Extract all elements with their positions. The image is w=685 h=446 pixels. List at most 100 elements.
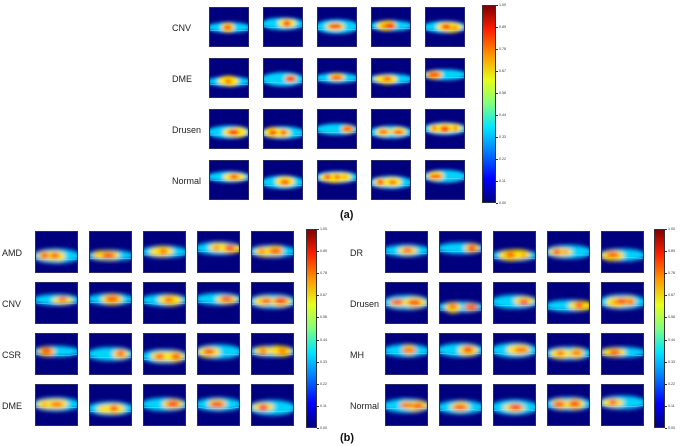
colorbar-tick-mark	[665, 273, 667, 274]
colorbar-tick-mark	[665, 428, 667, 429]
colorbar-tick-mark	[496, 93, 498, 94]
colorbar-tick-mark	[317, 339, 319, 341]
heatmap-tile	[197, 333, 240, 375]
colorbar-tick-mark	[317, 428, 319, 429]
colorbar-tick-label: 0.44	[320, 337, 327, 342]
colorbar-tick-mark	[317, 405, 319, 407]
heatmap-tile	[251, 333, 294, 375]
colorbar-tick-label: 1.00	[499, 3, 506, 7]
colorbar-tick-mark	[496, 71, 498, 72]
heatmap-tile	[493, 282, 536, 324]
heatmap-tile	[547, 333, 590, 375]
colorbar-tick-label: 0.89	[320, 249, 327, 254]
heatmap-tile	[371, 58, 411, 98]
colorbar-tick-label: 1.00	[668, 227, 675, 231]
heatmap-tile	[547, 384, 590, 426]
colorbar-tick-mark	[665, 251, 667, 252]
colorbar-tick-mark	[496, 203, 498, 204]
heatmap-tile	[89, 333, 132, 375]
colorbar-tick-mark	[665, 229, 667, 230]
heatmap-tile	[601, 282, 644, 324]
colorbar-tick-label: 0.56	[320, 315, 327, 320]
heatmap-tile	[425, 7, 465, 47]
colorbar-tick-mark	[665, 317, 667, 319]
heatmap-tile	[385, 384, 428, 426]
heatmap-tile	[317, 160, 357, 200]
heatmap-tile	[371, 109, 411, 149]
heatmap-tile	[385, 333, 428, 375]
colorbar-tick-label: 0.00	[499, 201, 506, 205]
heatmap-tile	[35, 333, 78, 375]
colorbar-tick-mark	[317, 251, 319, 252]
colorbar-tick-label: 0.44	[499, 113, 506, 117]
colorbar-tick-mark	[665, 339, 667, 341]
heatmap-tile	[89, 231, 132, 273]
colorbar-tick-mark	[496, 159, 498, 160]
colorbar-tick-mark	[665, 295, 667, 296]
heatmap-tile	[425, 160, 465, 200]
heatmap-tile	[317, 109, 357, 149]
colorbar-tick-label: 0.22	[320, 381, 327, 386]
colorbar-tick-label: 0.67	[499, 69, 506, 73]
colorbar-tick-mark	[317, 273, 319, 274]
heatmap-tile	[143, 282, 186, 324]
colorbar-tick-label: 0.56	[668, 315, 675, 320]
colorbar-tick-label: 0.78	[320, 271, 327, 276]
heatmap-tile	[425, 109, 465, 149]
heatmap-tile	[547, 282, 590, 324]
colorbar-tick-label: 0.89	[499, 25, 506, 29]
heatmap-tile	[35, 282, 78, 324]
colorbar-tick-mark	[317, 361, 319, 363]
colorbar-tick-label: 1.00	[320, 227, 327, 231]
colorbar-b-right	[654, 229, 665, 428]
row-label-right-drusen: Drusen	[350, 299, 380, 309]
heatmap-tile	[493, 384, 536, 426]
row-label-left-dme: DME	[2, 401, 22, 411]
colorbar-tick-label: 0.78	[499, 47, 506, 51]
row-label-left-csr: CSR	[2, 350, 22, 360]
heatmap-tile	[35, 384, 78, 426]
heatmap-tile	[439, 282, 482, 324]
row-label-left-amd: AMD	[2, 248, 22, 258]
colorbar-tick-label: 0.67	[668, 293, 675, 298]
colorbar-tick-mark	[317, 229, 319, 230]
colorbar-tick-mark	[496, 137, 498, 138]
heatmap-tile	[385, 282, 428, 324]
colorbar-tick-label: 0.00	[668, 426, 675, 430]
heatmap-tile	[493, 333, 536, 375]
row-label-right-normal: Normal	[350, 401, 380, 411]
colorbar-tick-label: 0.56	[499, 91, 506, 95]
heatmap-tile	[439, 333, 482, 375]
panel-a-caption: (a)	[340, 209, 354, 221]
heatmap-tile	[209, 109, 249, 149]
heatmap-tile	[263, 58, 303, 98]
colorbar-tick-mark	[317, 295, 319, 296]
colorbar-tick-label: 0.67	[320, 293, 327, 298]
row-label-normal: Normal	[172, 176, 202, 186]
colorbar-tick-mark	[665, 405, 667, 407]
colorbar-tick-label: 0.33	[668, 359, 675, 364]
colorbar-tick-label: 0.00	[320, 426, 327, 430]
heatmap-tile	[143, 231, 186, 273]
heatmap-tile	[197, 231, 240, 273]
colorbar-b-left	[306, 229, 317, 428]
row-label-right-dr: DR	[350, 248, 363, 258]
heatmap-tile	[197, 384, 240, 426]
heatmap-tile	[493, 231, 536, 273]
colorbar-tick-label: 0.22	[499, 157, 506, 161]
heatmap-tile	[547, 231, 590, 273]
row-label-drusen: Drusen	[172, 125, 202, 135]
heatmap-tile	[601, 333, 644, 375]
colorbar-tick-mark	[496, 115, 498, 116]
colorbar-tick-mark	[496, 49, 498, 50]
colorbar-tick-label: 0.11	[320, 403, 327, 408]
colorbar-tick-label: 0.89	[668, 249, 675, 254]
colorbar-tick-mark	[665, 383, 667, 385]
colorbar-tick-mark	[496, 27, 498, 28]
heatmap-tile	[263, 7, 303, 47]
colorbar-tick-label: 0.78	[668, 271, 675, 276]
colorbar-tick-mark	[665, 361, 667, 363]
colorbar-tick-mark	[496, 181, 498, 182]
heatmap-tile	[601, 231, 644, 273]
heatmap-tile	[209, 160, 249, 200]
